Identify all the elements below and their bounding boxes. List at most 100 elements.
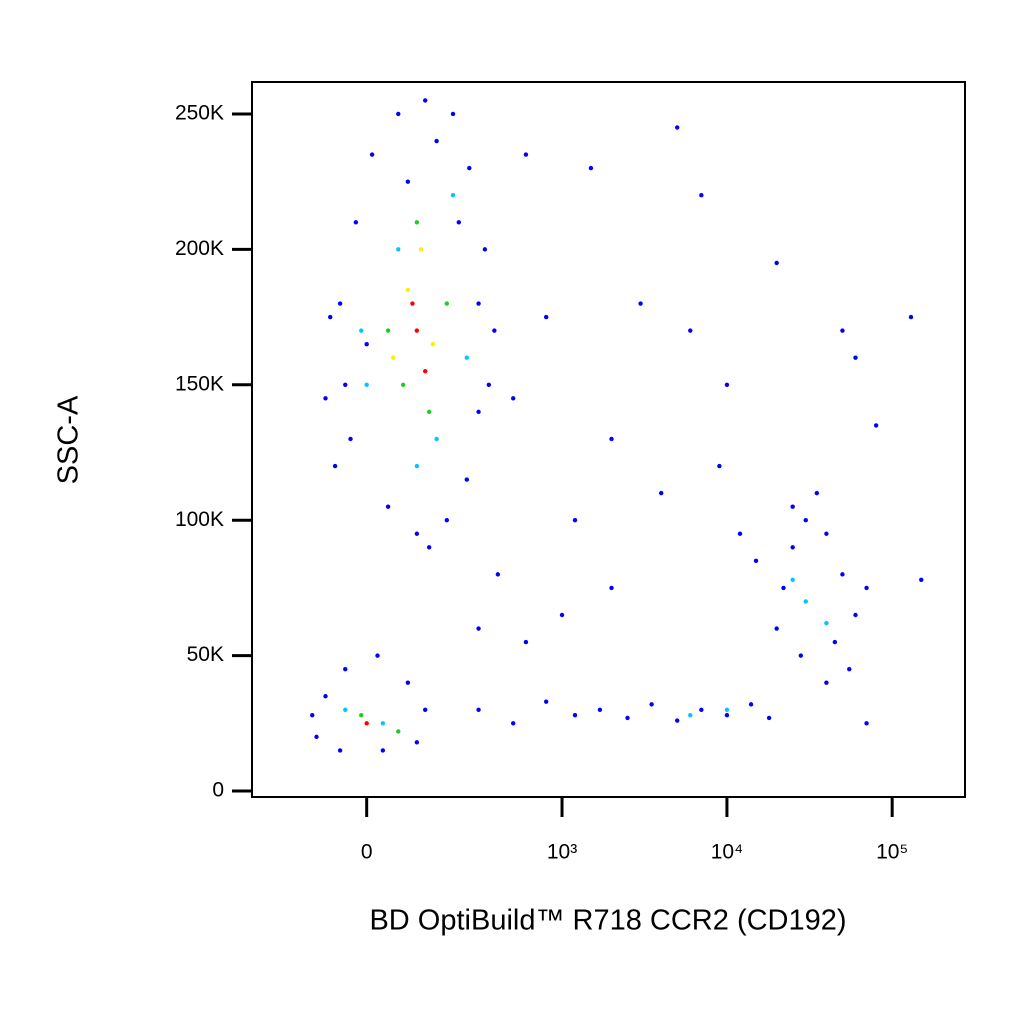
point (332, 463, 338, 469)
point (426, 545, 432, 550)
point (748, 702, 754, 707)
point (572, 518, 578, 523)
point (380, 748, 386, 753)
point (482, 247, 488, 252)
point (774, 626, 779, 631)
point (798, 653, 804, 658)
point (353, 220, 359, 225)
point (766, 715, 772, 721)
point (364, 382, 369, 387)
point (659, 490, 664, 496)
point (824, 680, 829, 685)
point (853, 355, 858, 360)
point (375, 653, 380, 658)
point (840, 572, 845, 577)
point (444, 301, 450, 306)
y-tick-label: 100K (175, 508, 224, 531)
point (423, 98, 428, 103)
point (853, 612, 858, 618)
point (476, 409, 481, 415)
point (423, 707, 428, 712)
point (511, 721, 516, 726)
point (572, 713, 578, 718)
point (414, 328, 420, 333)
point (343, 666, 348, 672)
point (688, 328, 693, 333)
y-axis-label: SSC-A (53, 395, 85, 484)
point (369, 152, 375, 157)
point (385, 504, 391, 509)
point (699, 707, 704, 712)
point (864, 585, 869, 591)
point (609, 585, 614, 591)
point (675, 718, 680, 723)
point (364, 721, 369, 726)
point (824, 620, 829, 626)
point (588, 165, 594, 171)
x-axis-label: BD OptiBuild™ R718 CCR2 (CD192) (369, 905, 846, 937)
point (675, 125, 680, 130)
point (359, 328, 364, 333)
x-tick-label: 0 (361, 841, 373, 864)
point (323, 396, 328, 401)
y-tick-label: 200K (175, 237, 224, 260)
point (699, 193, 704, 198)
point (597, 707, 603, 712)
point (414, 531, 420, 536)
point (523, 152, 529, 157)
point (450, 111, 456, 117)
y-tick-label: 150K (175, 372, 224, 395)
point (625, 715, 630, 721)
point (649, 702, 654, 707)
point (609, 436, 614, 442)
point (790, 504, 795, 509)
point (414, 463, 420, 469)
point (523, 639, 529, 645)
point (774, 260, 779, 266)
point (492, 328, 497, 333)
point (790, 545, 795, 550)
point (359, 713, 364, 718)
point (343, 382, 348, 387)
point (495, 572, 501, 577)
point (476, 626, 481, 631)
point (724, 713, 730, 718)
point (423, 369, 428, 374)
point (840, 328, 845, 333)
point (414, 220, 420, 225)
point (543, 314, 549, 320)
point (832, 639, 838, 645)
point (400, 382, 406, 387)
point (430, 341, 436, 347)
point (396, 111, 401, 117)
point (385, 328, 391, 333)
point (434, 436, 439, 442)
point (908, 314, 914, 320)
y-tick-label: 50K (187, 643, 224, 666)
point (328, 314, 333, 320)
point (753, 558, 759, 564)
point (450, 193, 456, 198)
point (476, 707, 481, 712)
point (559, 612, 565, 618)
point (323, 694, 328, 699)
point (543, 699, 549, 704)
point (444, 518, 450, 523)
point (847, 666, 852, 672)
y-tick-label: 0 (212, 779, 224, 802)
point (790, 577, 795, 582)
point (803, 599, 808, 604)
point (314, 734, 319, 740)
x-tick-label: 10⁵ (876, 841, 908, 864)
point (873, 423, 879, 428)
point (410, 301, 415, 306)
point (337, 301, 343, 306)
point (724, 707, 730, 712)
point (467, 165, 472, 171)
point (486, 382, 492, 387)
point (405, 179, 411, 184)
point (380, 721, 386, 726)
point (824, 531, 829, 536)
point (434, 138, 439, 144)
